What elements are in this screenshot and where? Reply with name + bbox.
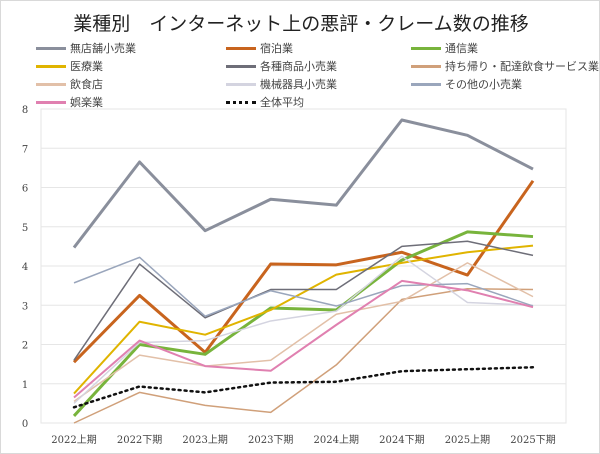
y-tick-label: 0 (22, 419, 28, 430)
y-tick-label: 5 (22, 223, 28, 234)
legend-swatch (36, 82, 66, 86)
x-tick-label: 2025下期 (510, 434, 555, 446)
series-line-5 (73, 288, 534, 424)
y-tick-label: 2 (22, 341, 28, 352)
y-tick-label: 4 (22, 262, 28, 273)
legend-label: 機械器具小売業 (260, 78, 337, 91)
legend-swatch (36, 100, 66, 104)
x-tick-label: 2023下期 (248, 434, 293, 446)
y-tick-label: 1 (22, 380, 28, 391)
legend-swatch (411, 46, 441, 50)
series-line-8 (73, 256, 534, 317)
legend-swatch (226, 82, 256, 86)
y-tick-label: 7 (22, 144, 28, 155)
legend-swatch (36, 46, 66, 50)
y-tick-label: 6 (22, 184, 28, 195)
legend-item: 無店舗小売業 (36, 40, 136, 56)
series-line-6 (73, 262, 534, 403)
legend-label: 宿泊業 (260, 42, 293, 55)
legend-item: 通信業 (411, 40, 478, 56)
legend-label: 無店舗小売業 (70, 42, 136, 55)
series-line-9 (73, 279, 534, 399)
legend-swatch (226, 64, 256, 68)
legend-label: 医療業 (70, 60, 103, 73)
legend-swatch (36, 64, 66, 68)
series-line-4 (73, 240, 534, 361)
legend-label: その他の小売業 (445, 78, 522, 91)
legend-swatch (411, 82, 441, 86)
legend-swatch (411, 64, 441, 68)
x-tick-label: 2022上期 (51, 434, 96, 446)
legend-item: 機械器具小売業 (226, 76, 337, 92)
legend-item: 持ち帰り・配達飲食サービス業 (411, 58, 599, 74)
x-tick-label: 2025上期 (445, 434, 490, 446)
series-line-7 (73, 255, 534, 404)
legend-item: 各種商品小売業 (226, 58, 337, 74)
legend-swatch (226, 46, 256, 50)
series-line-0 (72, 118, 534, 249)
x-tick-label: 2024上期 (314, 434, 359, 446)
legend-label: 全体平均 (260, 96, 304, 109)
legend-item: その他の小売業 (411, 76, 522, 92)
y-tick-label: 8 (22, 105, 28, 116)
legend-item: 宿泊業 (226, 40, 293, 56)
legend-item: 飲食店 (36, 76, 103, 92)
series-line-2 (72, 230, 534, 417)
x-tick-label: 2022下期 (117, 434, 162, 446)
legend-label: 通信業 (445, 42, 478, 55)
series-line-10 (72, 366, 535, 409)
legend-label: 飲食店 (70, 78, 103, 91)
legend-label: 持ち帰り・配達飲食サービス業 (445, 60, 599, 73)
legend-item: 全体平均 (226, 94, 304, 110)
legend-label: 娯楽業 (70, 96, 103, 109)
series-line-1 (72, 179, 535, 364)
legend-label: 各種商品小売業 (260, 60, 337, 73)
legend-swatch (226, 100, 256, 104)
legend-item: 医療業 (36, 58, 103, 74)
x-tick-label: 2023上期 (182, 434, 227, 446)
chart-title: 業種別 インターネット上の悪評・クレーム数の推移 (73, 13, 529, 35)
series-line-3 (73, 244, 534, 395)
legend-item: 娯楽業 (36, 94, 103, 110)
x-tick-label: 2024下期 (379, 434, 424, 446)
y-tick-label: 3 (22, 301, 28, 312)
